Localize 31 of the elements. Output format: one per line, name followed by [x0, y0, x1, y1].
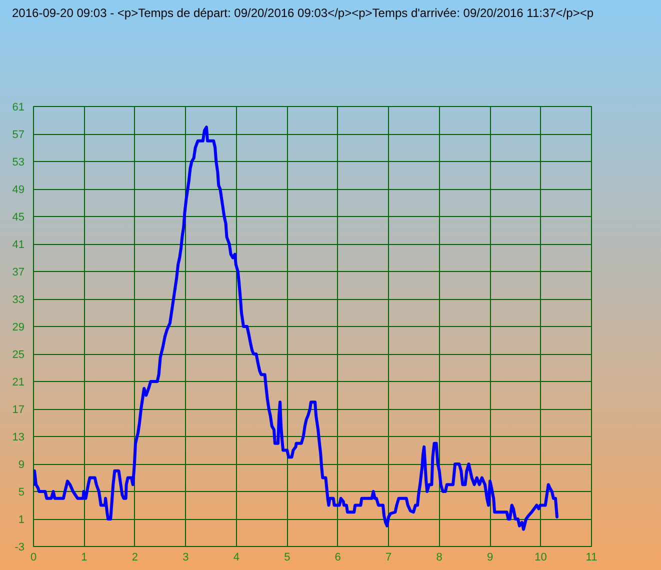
- y-tick-label: 57: [12, 129, 25, 141]
- y-tick-label: 29: [12, 322, 25, 334]
- y-tick-label: 1: [18, 514, 25, 526]
- y-tick-label: 41: [12, 239, 25, 251]
- y-tick-label: 21: [12, 376, 25, 388]
- chart-title: 2016-09-20 09:03 - <p>Temps de départ: 09/20/2016 09:03</p><p>Temps d'arrivée: 09/20/2016 11:37</p><p: [12, 5, 594, 22]
- line-series: [34, 126, 559, 531]
- x-tick-label: 11: [586, 552, 598, 564]
- y-tick-label: 33: [12, 294, 25, 306]
- x-tick-label: 9: [486, 552, 494, 564]
- y-tick-label: 53: [12, 156, 25, 168]
- x-tick-label: 2: [132, 552, 138, 564]
- y-tick-label: 17: [12, 404, 25, 416]
- y-tick-label: 13: [12, 432, 25, 444]
- x-tick-label: 7: [386, 552, 392, 564]
- x-tick-label: 3: [182, 552, 189, 564]
- x-tick-label: 1: [81, 552, 88, 564]
- y-tick-label: 61: [12, 102, 25, 114]
- y-tick-label: -3: [14, 542, 24, 554]
- x-tick-label: 6: [334, 552, 341, 564]
- x-tick-label: 10: [534, 552, 547, 564]
- y-tick-label: 37: [12, 266, 25, 278]
- x-tick-label: 4: [233, 552, 240, 564]
- y-tick-label: 5: [18, 486, 25, 498]
- x-tick-label: 0: [30, 552, 37, 564]
- y-tick-label: 45: [12, 212, 25, 224]
- x-tick-label: 5: [284, 552, 290, 564]
- y-tick-label: 9: [18, 459, 25, 471]
- y-tick-label: 49: [12, 184, 25, 196]
- x-tick-label: 8: [436, 552, 442, 564]
- y-tick-label: 25: [12, 349, 25, 361]
